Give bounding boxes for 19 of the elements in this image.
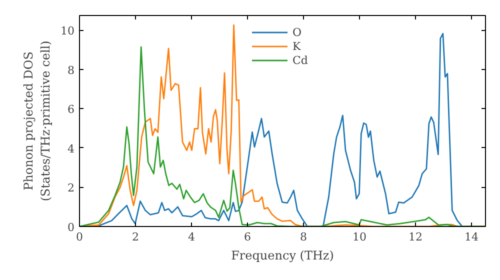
x-tick-label: 8: [300, 230, 307, 244]
y-tick-label: 0: [68, 221, 74, 234]
y-tick-label: 4: [68, 142, 74, 156]
x-axis-title: Frequency (THz): [231, 248, 334, 262]
x-tick-label: 6: [244, 230, 251, 244]
x-tick-label: 0: [76, 230, 83, 244]
x-tick-label: 10: [352, 230, 366, 244]
x-tick-label: 4: [188, 230, 195, 244]
y-axis-title: Phonon projected DOS (States/THz·primitive cell): [22, 40, 53, 202]
y-tick-label: 6: [68, 103, 74, 116]
legend-label: O: [292, 25, 303, 39]
y-tick-label: 8: [68, 64, 74, 77]
x-tick-label: 12: [408, 230, 422, 244]
x-tick-label: 2: [132, 230, 139, 244]
legend-label: Cd: [292, 53, 309, 67]
y-tick-label: 2: [68, 182, 74, 195]
x-tick-label: 14: [464, 230, 478, 244]
y-tick-label: 10: [60, 24, 75, 38]
legend-label: K: [292, 39, 302, 53]
